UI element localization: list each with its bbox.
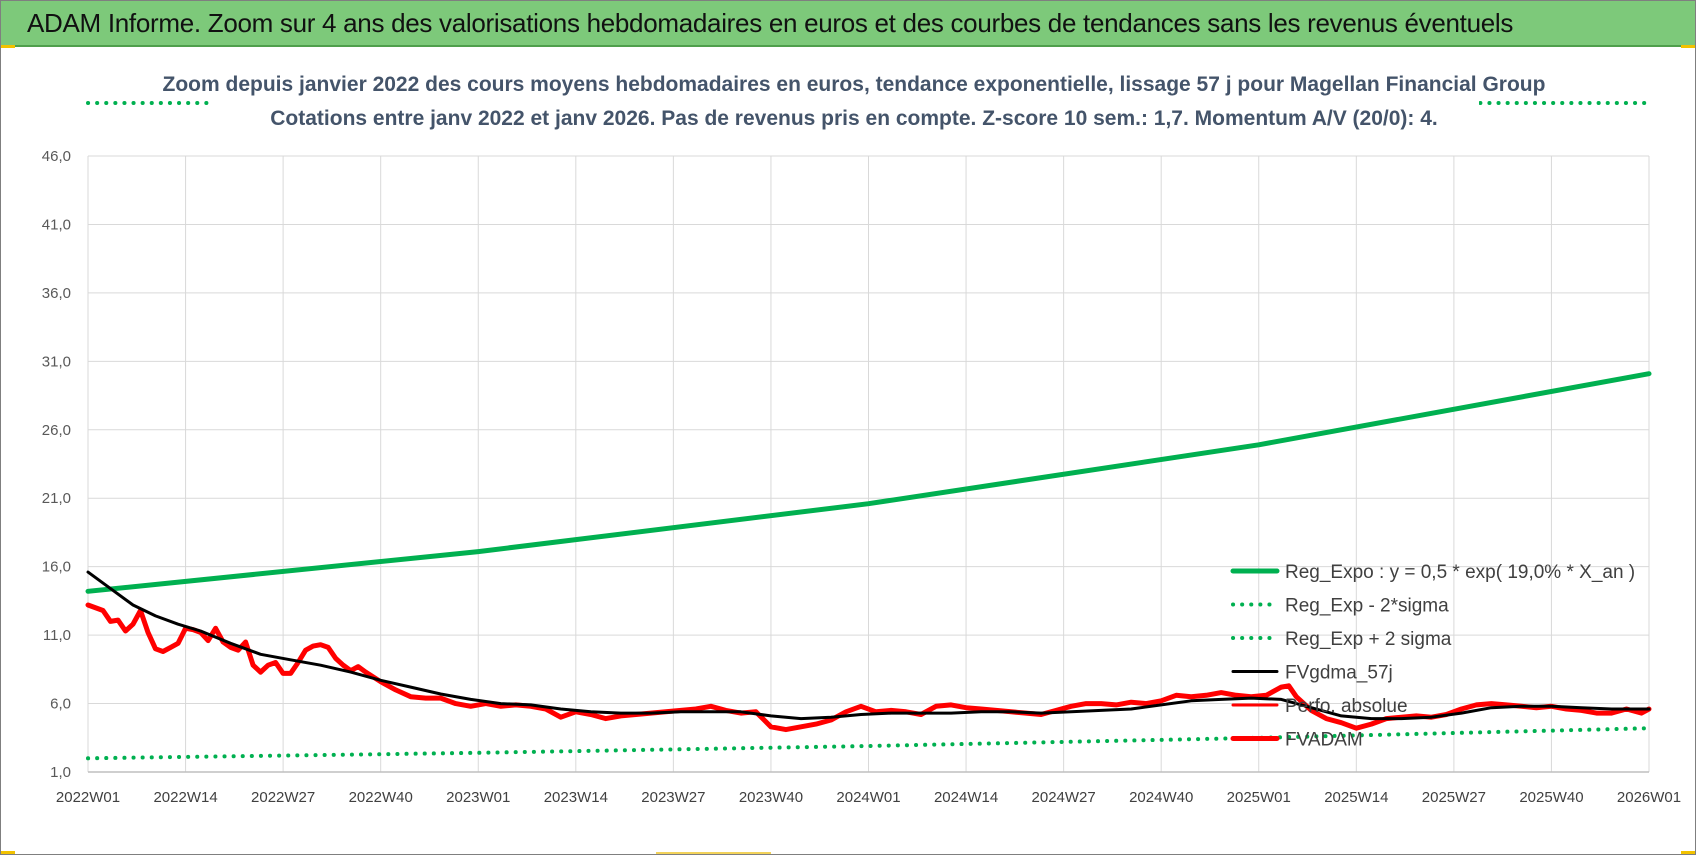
bottom-accent-mark (656, 852, 771, 854)
x-tick-label: 2024W27 (1032, 789, 1096, 806)
x-tick-label: 2023W27 (641, 789, 705, 806)
x-tick-label: 2023W14 (544, 789, 608, 806)
y-tick-label: 31,0 (42, 353, 71, 370)
series-line-reg-expo-y-0-5-exp-19-0-x-an (85, 371, 1652, 594)
y-tick-label: 46,0 (42, 148, 71, 165)
x-tick-label: 2025W14 (1324, 789, 1388, 806)
x-tick-label: 2023W40 (739, 789, 803, 806)
y-tick-label: 16,0 (42, 559, 71, 576)
legend-label-reg-exp-2-sigma: Reg_Exp - 2*sigma (1285, 596, 1449, 617)
series-line-fvgdma-57j (86, 570, 1651, 721)
series-layer (85, 101, 1652, 761)
x-tick-label: 2022W27 (251, 789, 315, 806)
y-tick-label: 6,0 (50, 696, 71, 713)
y-tick-label: 21,0 (42, 490, 71, 507)
legend-label-fvadam: FVADAM (1285, 730, 1363, 751)
x-tick-label: 2024W14 (934, 789, 998, 806)
series-line-reg-exp-2-sigma (86, 726, 1651, 761)
y-tick-label: 1,0 (50, 764, 71, 781)
legend: Reg_Expo : y = 0,5 * exp( 19,0% * X_an )… (1230, 562, 1635, 751)
chart-title: Zoom depuis janvier 2022 des cours moyen… (163, 73, 1546, 96)
report-header: ADAM Informe. Zoom sur 4 ans des valoris… (1, 1, 1695, 47)
corner-mark-top-left (1, 45, 15, 48)
x-tick-label: 2025W27 (1422, 789, 1486, 806)
legend-label-reg-expo-y-0-5-exp-19-0-x-an: Reg_Expo : y = 0,5 * exp( 19,0% * X_an ) (1285, 562, 1635, 583)
y-tick-label: 41,0 (42, 216, 71, 233)
chart-subtitle: Cotations entre janv 2022 et janv 2026. … (270, 107, 1438, 130)
x-tick-label: 2024W40 (1129, 789, 1193, 806)
x-tick-label: 2025W01 (1227, 789, 1291, 806)
y-tick-label: 11,0 (43, 627, 71, 644)
grid-layer (87, 155, 1650, 773)
corner-mark-top-right (1681, 45, 1695, 48)
x-tick-label: 2026W01 (1617, 789, 1681, 806)
x-tick-label: 2023W01 (446, 789, 510, 806)
y-tick-label: 36,0 (42, 285, 71, 302)
title-backdrop (213, 61, 1479, 139)
corner-mark-bottom-right (1681, 851, 1695, 854)
legend-label-reg-exp-2-sigma: Reg_Exp + 2 sigma (1285, 629, 1452, 650)
report-title: ADAM Informe. Zoom sur 4 ans des valoris… (27, 8, 1514, 38)
axis-labels: 1,0 6,0 11,0 16,0 21,0 26,0 31,0 36,0 41,0 46,0 20… (42, 148, 1681, 806)
legend-label-perfo-absolue: Perfo. absolue (1285, 696, 1408, 717)
x-tick-label: 2024W01 (836, 789, 900, 806)
x-tick-label: 2022W01 (56, 789, 120, 806)
x-tick-label: 2025W40 (1519, 789, 1583, 806)
legend-label-fvgdma-57j: FVgdma_57j (1285, 663, 1393, 684)
x-tick-label: 2022W14 (153, 789, 217, 806)
x-tick-label: 2022W40 (349, 789, 413, 806)
corner-mark-bottom-left (1, 851, 15, 854)
y-tick-label: 26,0 (42, 422, 71, 439)
